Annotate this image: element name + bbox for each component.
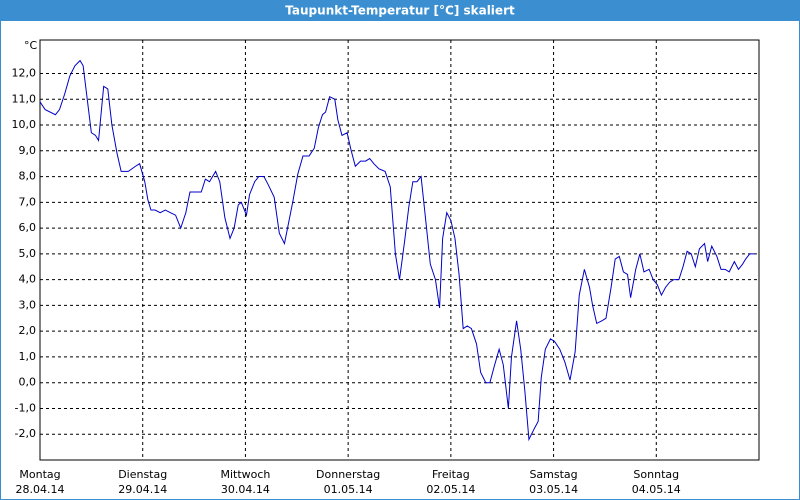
x-tick-date: 30.04.14 bbox=[221, 483, 270, 496]
y-tick-label: 7,0 bbox=[19, 195, 37, 208]
y-tick-label: 8,0 bbox=[19, 170, 37, 183]
y-tick-label: 12,0 bbox=[12, 66, 37, 79]
y-tick-label: 1,0 bbox=[19, 350, 37, 363]
y-tick-label: 4,0 bbox=[19, 273, 37, 286]
y-tick-label: 0,0 bbox=[19, 376, 37, 389]
x-tick-label: Freitag bbox=[432, 468, 470, 481]
x-tick-date: 29.04.14 bbox=[118, 483, 167, 496]
y-tick-label: 11,0 bbox=[12, 92, 37, 105]
x-tick-label: Donnerstag bbox=[316, 468, 380, 481]
y-tick-label: 9,0 bbox=[19, 144, 37, 157]
y-tick-label: -1,0 bbox=[15, 401, 36, 414]
x-tick-date: 04.05.14 bbox=[632, 483, 681, 496]
x-tick-label: Sonntag bbox=[633, 468, 679, 481]
y-tick-label: 10,0 bbox=[12, 118, 37, 131]
x-tick-date: 01.05.14 bbox=[324, 483, 373, 496]
title-bar bbox=[0, 0, 800, 21]
y-tick-label: 6,0 bbox=[19, 221, 37, 234]
y-tick-label: 2,0 bbox=[19, 324, 37, 337]
x-tick-date: 02.05.14 bbox=[426, 483, 475, 496]
x-tick-date: 28.04.14 bbox=[16, 483, 65, 496]
y-tick-label: 5,0 bbox=[19, 247, 37, 260]
y-tick-label: 3,0 bbox=[19, 298, 37, 311]
x-tick-label: Montag bbox=[19, 468, 60, 481]
y-tick-label: -2,0 bbox=[15, 427, 36, 440]
x-tick-label: Dienstag bbox=[118, 468, 167, 481]
data-line bbox=[39, 59, 755, 442]
x-tick-date: 03.05.14 bbox=[529, 483, 578, 496]
x-tick-label: Mittwoch bbox=[220, 468, 270, 481]
x-tick-label: Samstag bbox=[529, 468, 577, 481]
y-axis-label: °C bbox=[24, 39, 38, 52]
chart-title: Taupunkt-Temperatur [°C] skaliert bbox=[285, 4, 515, 18]
